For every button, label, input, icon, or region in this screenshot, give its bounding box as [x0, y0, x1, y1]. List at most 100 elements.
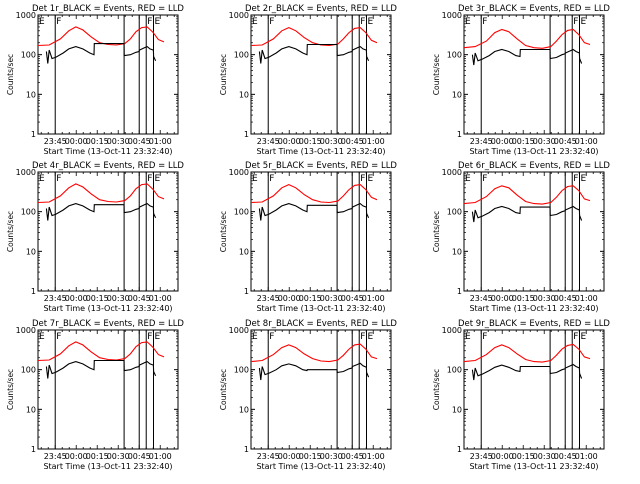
x-axis-label: Start Time (13-Oct-11 23:32:40) — [43, 147, 172, 156]
y-tick-label: 1 — [31, 445, 36, 454]
y-tick-label: 1000 — [229, 326, 249, 335]
x-tick-label: 00:15 — [512, 294, 535, 303]
x-tick-label: 00:30 — [533, 294, 556, 303]
plot-frame — [463, 329, 605, 450]
x-tick-label: 23:45 — [470, 137, 493, 146]
plot-frame — [250, 171, 392, 292]
y-tick-label: 10 — [239, 247, 249, 256]
y-tick-label: 1000 — [442, 11, 462, 20]
y-tick-label: 10 — [452, 90, 462, 99]
x-tick-label: 00:15 — [512, 452, 535, 461]
y-tick-label: 1 — [244, 130, 249, 139]
plot-frame — [37, 329, 179, 450]
y-tick-label: 1 — [244, 287, 249, 296]
interval-marker-label: F — [573, 332, 578, 342]
x-tick-label: 01:00 — [362, 452, 385, 461]
x-tick-label: 23:45 — [470, 294, 493, 303]
chart-panel: Det 2r_BLACK = Events, RED = LLD 1 10 100 10… — [219, 4, 397, 156]
interval-marker-label: E — [368, 17, 374, 27]
y-axis-label: Counts/sec — [6, 369, 15, 410]
series-line-black — [471, 363, 583, 381]
interval-marker-label: E — [155, 332, 161, 342]
x-tick-label: 00:15 — [299, 294, 322, 303]
y-tick-label: 1000 — [16, 326, 36, 335]
series-line-red — [250, 343, 378, 363]
x-tick-label: 00:30 — [107, 452, 130, 461]
interval-marker-label: F — [56, 332, 61, 342]
x-tick-label: 00:15 — [86, 452, 109, 461]
interval-marker-label: F — [269, 174, 274, 184]
x-tick-label: 00:00 — [491, 452, 514, 461]
y-axis-label: Counts/sec — [219, 54, 228, 95]
interval-marker-label: E — [465, 174, 471, 184]
plot-frame — [463, 14, 605, 135]
x-tick-label: 00:00 — [278, 137, 301, 146]
y-tick-label: 1000 — [229, 11, 249, 20]
x-tick-label: 00:45 — [128, 137, 151, 146]
interval-marker-label: F — [482, 174, 487, 184]
y-tick-label: 100 — [21, 51, 36, 60]
chart-panel: Det 6r_BLACK = Events, RED = LLD 1 10 100 10… — [432, 161, 610, 313]
x-axis-label: Start Time (13-Oct-11 23:32:40) — [256, 462, 385, 471]
y-tick-label: 100 — [447, 208, 462, 217]
interval-marker-label: F — [147, 174, 152, 184]
interval-marker-label: E — [581, 174, 587, 184]
chart-panel: Det 9r_BLACK = Events, RED = LLD 1 10 100 10… — [432, 319, 610, 471]
interval-marker-label: F — [147, 17, 152, 27]
x-axis-label: Start Time (13-Oct-11 23:32:40) — [469, 304, 598, 313]
series-line-black — [258, 202, 370, 221]
series-line-black — [45, 43, 157, 64]
x-axis-label: Start Time (13-Oct-11 23:32:40) — [256, 304, 385, 313]
series-line-red — [250, 26, 378, 47]
y-tick-label: 100 — [234, 208, 249, 217]
x-tick-label: 00:00 — [491, 137, 514, 146]
x-tick-label: 00:45 — [128, 294, 151, 303]
chart-title: Det 7r_BLACK = Events, RED = LLD — [32, 319, 184, 329]
y-axis-label: Counts/sec — [432, 54, 441, 95]
series-line-black — [45, 359, 157, 379]
x-tick-label: 00:45 — [128, 452, 151, 461]
series-line-black — [45, 202, 157, 221]
x-tick-label: 00:15 — [299, 452, 322, 461]
x-tick-label: 00:45 — [341, 137, 364, 146]
x-axis-label: Start Time (13-Oct-11 23:32:40) — [469, 147, 598, 156]
y-tick-label: 100 — [447, 51, 462, 60]
x-tick-label: 01:00 — [149, 452, 172, 461]
x-tick-label: 00:30 — [320, 294, 343, 303]
x-tick-label: 00:00 — [65, 137, 88, 146]
x-tick-label: 00:45 — [341, 452, 364, 461]
x-tick-label: 00:15 — [512, 137, 535, 146]
x-tick-label: 01:00 — [362, 137, 385, 146]
plot-frame — [37, 14, 179, 135]
x-tick-label: 00:30 — [320, 452, 343, 461]
y-tick-label: 10 — [452, 247, 462, 256]
chart-title: Det 9r_BLACK = Events, RED = LLD — [458, 319, 610, 329]
interval-marker-label: F — [573, 17, 578, 27]
plot-frame — [250, 14, 392, 135]
chart-panel: Det 4r_BLACK = Events, RED = LLD 1 10 100 10… — [6, 161, 184, 313]
interval-marker-label: F — [360, 332, 365, 342]
x-tick-label: 00:45 — [341, 294, 364, 303]
interval-marker-label: F — [360, 17, 365, 27]
series-line-red — [37, 183, 165, 204]
chart-title: Det 4r_BLACK = Events, RED = LLD — [32, 161, 184, 171]
x-tick-label: 23:45 — [44, 452, 67, 461]
series-line-red — [250, 183, 378, 204]
y-tick-label: 1 — [31, 130, 36, 139]
y-axis-label: Counts/sec — [219, 369, 228, 410]
chart-title: Det 2r_BLACK = Events, RED = LLD — [245, 4, 397, 14]
series-line-black — [471, 48, 583, 66]
y-tick-label: 1 — [31, 287, 36, 296]
y-tick-label: 10 — [26, 90, 36, 99]
chart-panel: Det 1r_BLACK = Events, RED = LLD 1 10 100 10… — [6, 4, 184, 156]
series-line-black — [471, 205, 583, 223]
chart-title: Det 1r_BLACK = Events, RED = LLD — [32, 4, 184, 14]
x-tick-label: 23:45 — [257, 294, 280, 303]
series-line-red — [463, 185, 591, 205]
x-tick-label: 23:45 — [257, 452, 280, 461]
y-tick-label: 1000 — [16, 11, 36, 20]
interval-marker-label: E — [39, 17, 45, 27]
interval-marker-label: F — [482, 332, 487, 342]
chart-panel: Det 3r_BLACK = Events, RED = LLD 1 10 100 10… — [432, 4, 610, 156]
